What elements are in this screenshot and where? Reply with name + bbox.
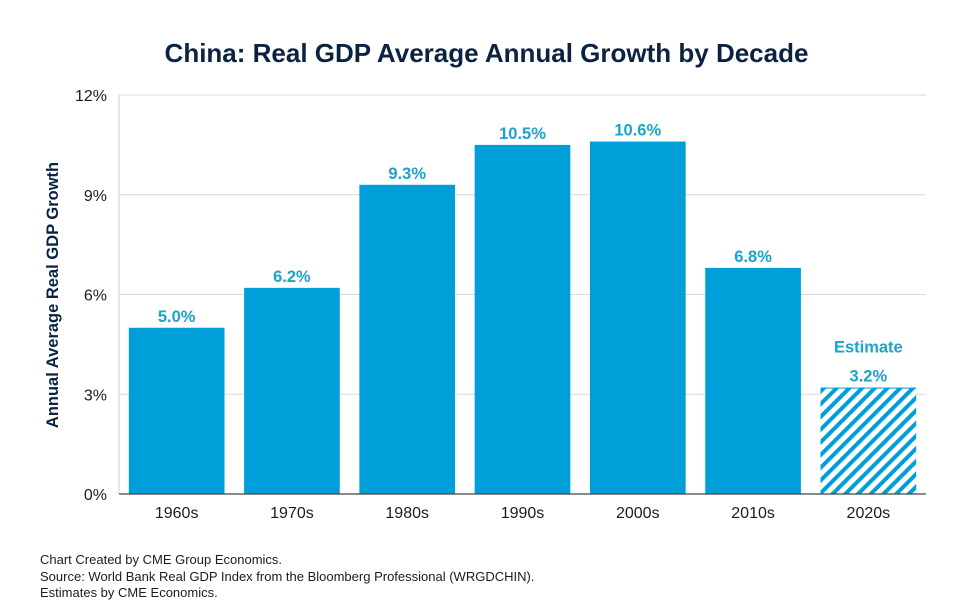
x-tick-label: 2000s: [616, 505, 660, 522]
y-tick-label: 12%: [75, 88, 107, 105]
data-label: 6.8%: [734, 248, 772, 266]
bar: [244, 287, 340, 494]
y-tick-label: 9%: [84, 188, 107, 205]
data-label: 3.2%: [850, 368, 888, 386]
x-tick-label: 1960s: [155, 505, 199, 522]
y-tick-label: 0%: [84, 487, 107, 504]
bar: [705, 267, 801, 494]
y-axis-label: Annual Average Real GDP Growth: [44, 162, 62, 428]
bars: [128, 141, 917, 495]
bar-estimate: [820, 387, 917, 494]
data-label: 9.3%: [388, 165, 426, 183]
x-tick-label: 1980s: [385, 505, 429, 522]
x-tick-label: 2020s: [847, 505, 891, 522]
footnote-estimates: Estimates by CME Economics.: [40, 585, 218, 600]
bar: [128, 327, 225, 494]
bar: [589, 141, 686, 495]
chart-title: China: Real GDP Average Annual Growth by…: [164, 38, 809, 68]
x-tick-label: 1990s: [501, 505, 545, 522]
data-label: 6.2%: [273, 268, 311, 286]
footnote-created-by: Chart Created by CME Group Economics.: [40, 552, 283, 567]
x-tick-label: 1970s: [270, 505, 314, 522]
data-label: 10.5%: [499, 125, 546, 143]
y-tick-label: 3%: [84, 387, 107, 404]
axes: 0% 3% 6% 9% 12% 1960s 1970s 1980s 1990s 2000s 2010…: [75, 88, 926, 522]
data-label: 5.0%: [158, 308, 196, 326]
x-tick-label: 2010s: [731, 505, 775, 522]
footnote-source: Source: World Bank Real GDP Index from t…: [40, 568, 535, 584]
bar: [359, 184, 456, 494]
bar: [474, 144, 571, 494]
y-tick-label: 6%: [84, 288, 107, 305]
data-label: 10.6%: [614, 122, 661, 140]
footnotes: Chart Created by CME Group Economics. So…: [40, 552, 534, 602]
bar-chart: 5.0% 6.2% 9.3% 10.5% 10.6% 6.8% Estimate 3.2% 0…: [44, 88, 926, 522]
data-labels: 5.0% 6.2% 9.3% 10.5% 10.6% 6.8% Estimate 3.2%: [158, 122, 903, 386]
estimate-label: Estimate: [834, 339, 903, 357]
